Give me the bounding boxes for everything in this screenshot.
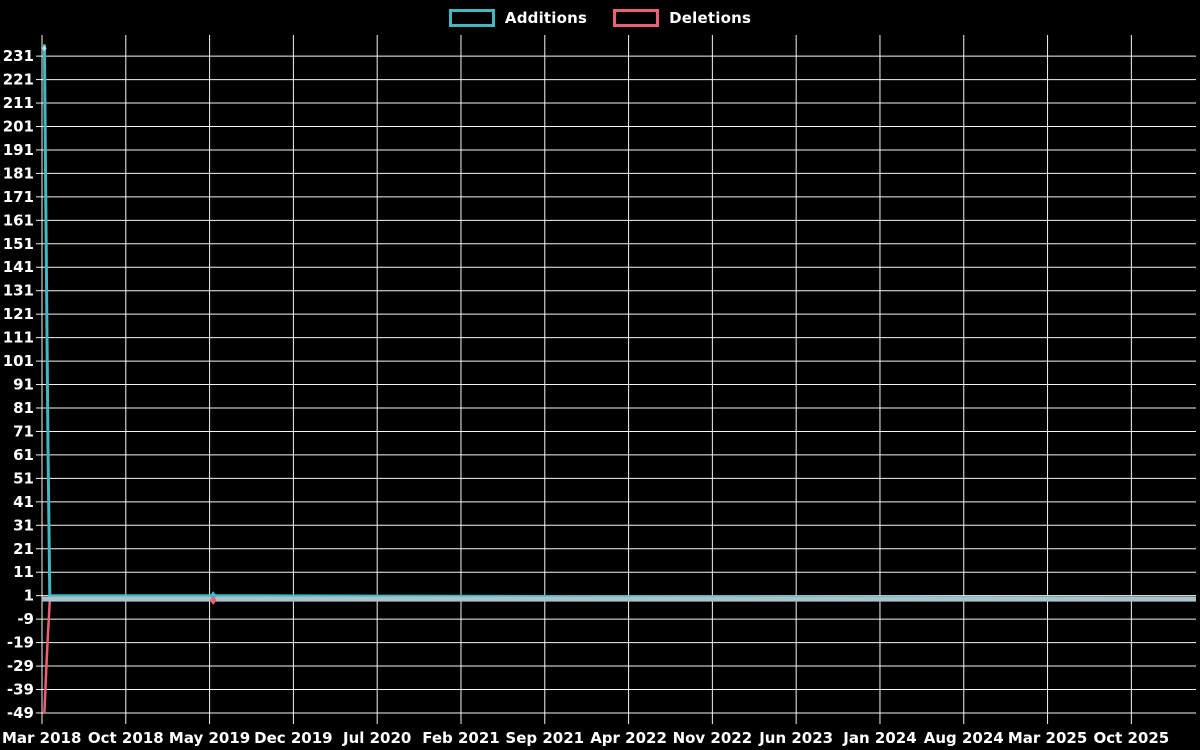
y-tick-label: 81 [13, 399, 34, 417]
y-tick-label: 191 [3, 141, 34, 159]
y-tick-label: 141 [3, 258, 34, 276]
baseline-band [42, 596, 1196, 602]
y-tick-label: 41 [13, 493, 34, 511]
y-tick-label: -39 [7, 681, 34, 699]
y-tick-label: 211 [3, 94, 34, 112]
y-tick-label: 101 [3, 352, 34, 370]
x-tick-label: Mar 2025 [1008, 729, 1087, 747]
deletions-swatch-icon [613, 9, 660, 27]
data-point-marker-additions[interactable] [209, 591, 217, 601]
y-tick-label: 21 [13, 540, 34, 558]
x-tick-label: Dec 2019 [254, 729, 333, 747]
x-tick-label: Nov 2022 [673, 729, 753, 747]
x-tick-label: Oct 2025 [1093, 729, 1169, 747]
y-tick-label: 1 [24, 587, 34, 605]
y-tick-label: 91 [13, 376, 34, 394]
y-tick-label: 231 [3, 47, 34, 65]
additions-swatch-icon [448, 9, 495, 27]
y-tick-label: 171 [3, 188, 34, 206]
y-tick-label: -29 [7, 657, 34, 675]
chart-legend: Additions Deletions [0, 6, 1200, 30]
x-tick-label: Jul 2020 [342, 729, 411, 747]
y-tick-label: 161 [3, 211, 34, 229]
legend-deletions-label: Deletions [669, 9, 752, 27]
y-tick-label: 71 [13, 422, 34, 440]
y-tick-label: 111 [3, 329, 34, 347]
y-tick-label: 201 [3, 117, 34, 135]
x-tick-label: Apr 2022 [590, 729, 667, 747]
y-tick-label: -9 [17, 610, 34, 628]
legend-item-additions[interactable]: Additions [448, 9, 588, 27]
legend-item-deletions[interactable]: Deletions [613, 9, 751, 27]
legend-additions-label: Additions [504, 9, 588, 27]
x-tick-label: Mar 2018 [2, 729, 81, 747]
y-tick-label: 61 [13, 446, 34, 464]
x-tick-label: May 2019 [169, 729, 250, 747]
x-tick-label: Oct 2018 [88, 729, 164, 747]
y-tick-label: 221 [3, 71, 34, 89]
y-tick-label: 181 [3, 164, 34, 182]
peak-marker-additions[interactable] [42, 45, 47, 52]
y-tick-label: -49 [7, 704, 34, 722]
y-tick-label: 131 [3, 282, 34, 300]
x-tick-label: Jan 2024 [842, 729, 916, 747]
y-tick-label: 151 [3, 235, 34, 253]
y-tick-label: -19 [7, 634, 34, 652]
x-tick-label: Aug 2024 [924, 729, 1004, 747]
y-tick-label: 11 [13, 563, 34, 581]
series-line-deletions [43, 599, 1196, 714]
y-tick-label: 51 [13, 469, 34, 487]
x-tick-label: Jun 2023 [758, 729, 833, 747]
y-tick-label: 31 [13, 516, 34, 534]
x-tick-label: Feb 2021 [422, 729, 500, 747]
x-tick-label: Sep 2021 [505, 729, 584, 747]
series-line-additions [42, 44, 1197, 600]
data-point-marker-deletions[interactable] [209, 595, 217, 605]
y-tick-label: 121 [3, 305, 34, 323]
